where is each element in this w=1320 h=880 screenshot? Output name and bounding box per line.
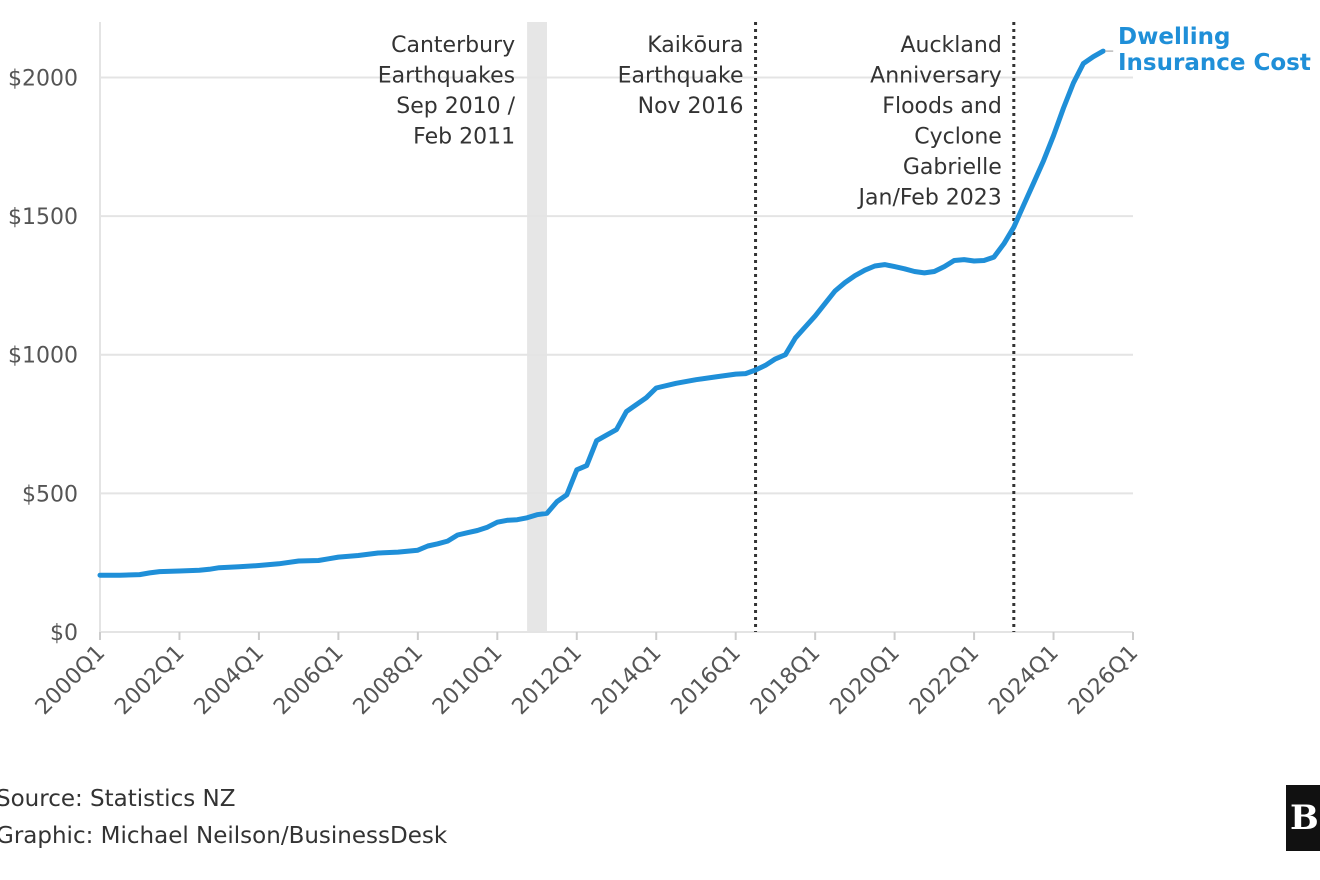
x-tick-label: 2004Q1 xyxy=(190,641,269,720)
source-note: Source: Statistics NZ xyxy=(0,786,236,812)
x-tick-label: 2006Q1 xyxy=(269,641,348,720)
x-tick-label: 2010Q1 xyxy=(428,641,507,720)
annotation-text: Auckland xyxy=(900,33,1001,58)
annotation-text: Nov 2016 xyxy=(638,94,744,119)
businessdesk-logo: BD xyxy=(1286,785,1320,851)
y-tick-label: $500 xyxy=(22,482,78,507)
annotation-text: Anniversary xyxy=(870,64,1002,89)
y-tick-label: $0 xyxy=(50,621,78,646)
annotation-text: Canterbury xyxy=(391,33,515,58)
series-line-0 xyxy=(97,48,1106,578)
annotation-text: Cyclone xyxy=(914,125,1002,150)
annotation-text: Earthquakes xyxy=(378,64,515,89)
y-tick-label: $1500 xyxy=(8,205,78,230)
x-tick-label: 2016Q1 xyxy=(667,641,746,720)
x-tick-label: 2024Q1 xyxy=(984,641,1063,720)
annotation-band-0 xyxy=(527,22,547,632)
annotation-text: Floods and xyxy=(882,94,1002,119)
annotation-text: Sep 2010 / xyxy=(396,94,515,119)
x-tick-label: 2002Q1 xyxy=(110,641,189,720)
annotation-text: Feb 2011 xyxy=(413,125,515,150)
series-label: Dwelling xyxy=(1118,24,1230,50)
x-tick-label: 2012Q1 xyxy=(508,641,587,720)
series-label: Insurance Cost xyxy=(1118,50,1311,76)
y-tick-label: $1000 xyxy=(8,344,78,369)
x-tick-label: 2014Q1 xyxy=(587,641,666,720)
graphic-credit: Graphic: Michael Neilson/BusinessDesk xyxy=(0,823,448,849)
x-tick-label: 2000Q1 xyxy=(31,641,110,720)
annotation-text: Kaikōura xyxy=(647,33,743,58)
x-tick-label: 2026Q1 xyxy=(1064,641,1143,720)
x-tick-label: 2008Q1 xyxy=(349,641,428,720)
annotation-text: Gabrielle xyxy=(903,155,1002,180)
y-tick-label: $2000 xyxy=(8,66,78,91)
annotation-text: Jan/Feb 2023 xyxy=(857,186,1002,211)
annotation-text: Earthquake xyxy=(618,64,744,89)
x-tick-label: 2020Q1 xyxy=(825,641,904,720)
x-tick-label: 2018Q1 xyxy=(746,641,825,720)
x-tick-label: 2022Q1 xyxy=(905,641,984,720)
